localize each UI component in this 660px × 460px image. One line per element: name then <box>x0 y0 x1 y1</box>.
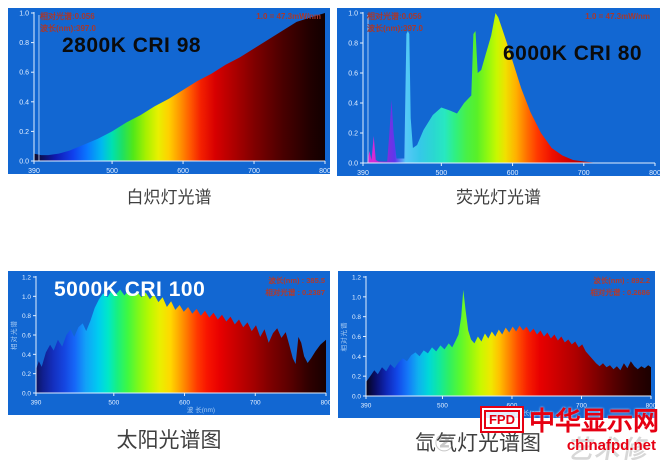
ghost-watermark-badge: ② <box>434 430 455 457</box>
site-url: chinafpd.net <box>566 437 656 454</box>
svg-text:800: 800 <box>319 168 330 174</box>
relative-spectrum-readout: 相对光谱 : 0.2387 <box>265 287 325 297</box>
xenon-caption: 氙气灯光谱图 <box>415 432 541 455</box>
svg-text:0.8: 0.8 <box>348 41 358 48</box>
solar-spectrum-panel: 1.2 1.0 0.8 0.6 0.4 0.2 0.0 390 500 600 700 800 波 长(… <box>8 271 330 415</box>
svg-text:0.0: 0.0 <box>22 391 31 398</box>
svg-text:0.8: 0.8 <box>22 313 31 320</box>
fluorescent-title: 6000K CRI 80 <box>503 42 643 65</box>
svg-text:700: 700 <box>248 168 260 174</box>
svg-text:600: 600 <box>177 168 189 174</box>
wavelength-readout: 波长(nm) : 892.2 <box>593 276 650 285</box>
fluorescent-spectrum-panel: 1.0 0.8 0.6 0.4 0.2 0.0 390 500 600 700 800 相对光谱:0… <box>337 8 660 176</box>
svg-text:0.4: 0.4 <box>348 101 358 108</box>
svg-text:700: 700 <box>250 400 261 407</box>
svg-text:0.6: 0.6 <box>352 334 361 341</box>
svg-text:波 长(nm): 波 长(nm) <box>514 408 542 417</box>
relative-spectrum-readout: 相对光谱:0.056 <box>40 12 95 21</box>
svg-text:700: 700 <box>576 403 587 410</box>
incandescent-spectrum-panel: 1.0 0.8 0.6 0.4 0.2 0.0 390 500 600 700 800 相对光谱:0… <box>8 8 330 174</box>
fluorescent-chart-canvas: 1.0 0.8 0.6 0.4 0.2 0.0 390 500 600 700 800 <box>348 11 660 177</box>
svg-text:0.0: 0.0 <box>352 394 361 401</box>
svg-text:700: 700 <box>578 170 590 176</box>
svg-text:500: 500 <box>437 403 448 410</box>
svg-text:1.0: 1.0 <box>22 294 31 301</box>
svg-text:相对光谱: 相对光谱 <box>339 322 348 352</box>
site-name: 中华显示网 <box>528 406 659 436</box>
wavelength-readout: 波长(nm):397.0 <box>40 24 97 33</box>
scale-readout: 1.0 = 47.3mW/nm <box>256 12 321 21</box>
wavelength-readout: 波长(nm):397.0 <box>367 24 424 33</box>
svg-text:500: 500 <box>108 400 119 407</box>
scale-readout: 1.0 = 47.3mW/nm <box>585 12 650 21</box>
svg-text:500: 500 <box>106 168 118 174</box>
svg-text:0.0: 0.0 <box>348 161 358 168</box>
incandescent-caption: 白炽灯光谱 <box>126 188 212 207</box>
svg-text:0.2: 0.2 <box>348 131 358 138</box>
svg-text:波 长(nm): 波 长(nm) <box>187 405 215 414</box>
incandescent-title: 2800K CRI 98 <box>62 34 202 57</box>
svg-text:0.4: 0.4 <box>19 99 29 106</box>
svg-text:0.4: 0.4 <box>22 352 31 359</box>
svg-text:0.2: 0.2 <box>19 129 29 136</box>
site-watermark: FPD 中华显示网 chinafpd.net <box>479 401 659 454</box>
solar-caption: 太阳光谱图 <box>116 429 222 452</box>
svg-text:1.0: 1.0 <box>19 11 29 18</box>
svg-text:0.8: 0.8 <box>352 314 361 321</box>
svg-text:0.4: 0.4 <box>352 354 361 361</box>
svg-text:相对光谱: 相对光谱 <box>9 320 18 350</box>
relative-spectrum-readout: 相对光谱:0.056 <box>367 12 422 21</box>
svg-text:600: 600 <box>507 170 519 176</box>
svg-text:1.2: 1.2 <box>352 275 361 282</box>
svg-text:390: 390 <box>31 400 42 407</box>
svg-text:0.6: 0.6 <box>19 70 29 77</box>
svg-text:390: 390 <box>28 168 40 174</box>
svg-text:0.8: 0.8 <box>19 40 29 47</box>
svg-text:600: 600 <box>179 400 190 407</box>
svg-text:1.2: 1.2 <box>22 275 31 282</box>
svg-text:0.2: 0.2 <box>352 374 361 381</box>
svg-text:0.2: 0.2 <box>22 371 31 378</box>
svg-text:800: 800 <box>646 403 655 410</box>
solar-title: 5000K CRI 100 <box>54 278 206 301</box>
svg-text:800: 800 <box>321 400 330 407</box>
svg-text:1.0: 1.0 <box>348 11 358 18</box>
wavelength-readout: 波长(nm) : 385.5 <box>268 276 325 285</box>
svg-text:0.6: 0.6 <box>22 333 31 340</box>
fluorescent-caption: 荧光灯光谱 <box>456 188 541 207</box>
solar-corner-readout: 波长(nm) : 385.5 相对光谱 : 0.2387 <box>265 275 325 298</box>
svg-text:0.0: 0.0 <box>19 159 29 166</box>
svg-text:500: 500 <box>435 170 447 176</box>
svg-text:390: 390 <box>361 403 372 410</box>
svg-text:0.6: 0.6 <box>348 71 358 78</box>
incandescent-chart-canvas: 1.0 0.8 0.6 0.4 0.2 0.0 390 500 600 700 800 <box>19 11 330 175</box>
relative-spectrum-readout: 相对光谱 : 0.2686 <box>590 287 650 297</box>
svg-text:390: 390 <box>357 170 369 176</box>
xenon-corner-readout: 波长(nm) : 892.2 相对光谱 : 0.2686 <box>590 275 650 298</box>
fpd-logo: FPD <box>479 406 524 433</box>
svg-text:800: 800 <box>649 170 660 176</box>
svg-text:1.0: 1.0 <box>352 294 361 301</box>
